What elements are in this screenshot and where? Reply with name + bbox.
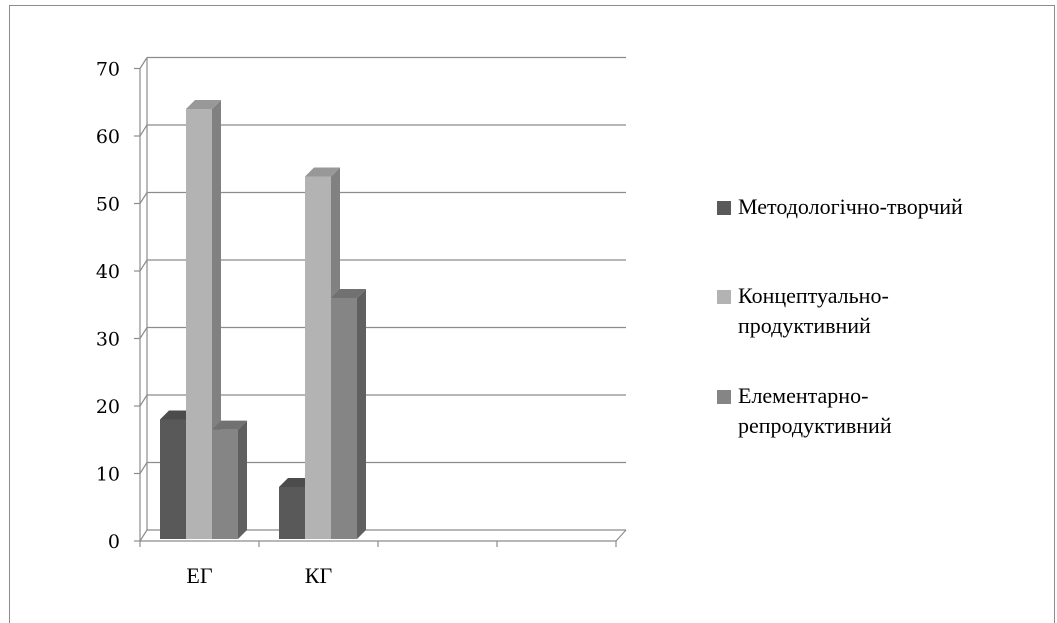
bar-top (305, 167, 340, 177)
legend-swatch (717, 390, 731, 404)
legend: Методологічно-творчий Концептуально-проду… (717, 194, 963, 438)
bar-side (238, 420, 247, 539)
y-tick-label: 70 (96, 59, 120, 81)
y-tick-label: 40 (96, 261, 120, 283)
bar-top (212, 420, 247, 430)
bar-front (160, 419, 186, 539)
bar-front (212, 429, 238, 539)
bar-front (186, 109, 212, 539)
legend-swatch (717, 201, 731, 215)
bar-front (279, 487, 305, 539)
gridline-side (139, 529, 148, 542)
gridline-side (139, 394, 148, 407)
bar (331, 289, 366, 539)
x-tick-label: ЕГ (186, 563, 212, 588)
bar-top (331, 289, 366, 298)
legend-label: Концептуально- (738, 283, 889, 308)
gridline-side (139, 192, 148, 204)
bar (212, 420, 247, 539)
y-tick-label: 0 (108, 531, 120, 553)
bar-side (357, 289, 366, 539)
legend-label: репродуктивний (738, 413, 892, 438)
y-tick-label: 30 (96, 329, 120, 351)
x-tick-label: КГ (305, 563, 333, 588)
gridline-side (139, 57, 148, 69)
floor-edge (615, 529, 627, 542)
grid-layer (139, 56, 626, 542)
bars-layer (160, 100, 366, 539)
gridline-side (139, 327, 148, 339)
legend-swatch (717, 290, 731, 304)
y-tick-label: 20 (96, 396, 120, 418)
y-tick-label: 50 (96, 194, 120, 216)
gridline-side (139, 259, 148, 272)
gridline-side (139, 124, 148, 137)
legend-label: Елементарно- (738, 383, 868, 408)
bar-front (331, 298, 357, 539)
bar-top (186, 100, 221, 109)
gridline-side (139, 462, 148, 474)
bar-front (305, 176, 331, 539)
axis-layer: 0 10 20 30 40 50 60 70 ЕГ КГ (96, 59, 627, 588)
legend-label: Методологічно-творчий (738, 194, 963, 219)
y-tick-label: 10 (96, 464, 120, 486)
y-tick-label: 60 (96, 126, 120, 148)
legend-label: продуктивний (738, 313, 871, 338)
